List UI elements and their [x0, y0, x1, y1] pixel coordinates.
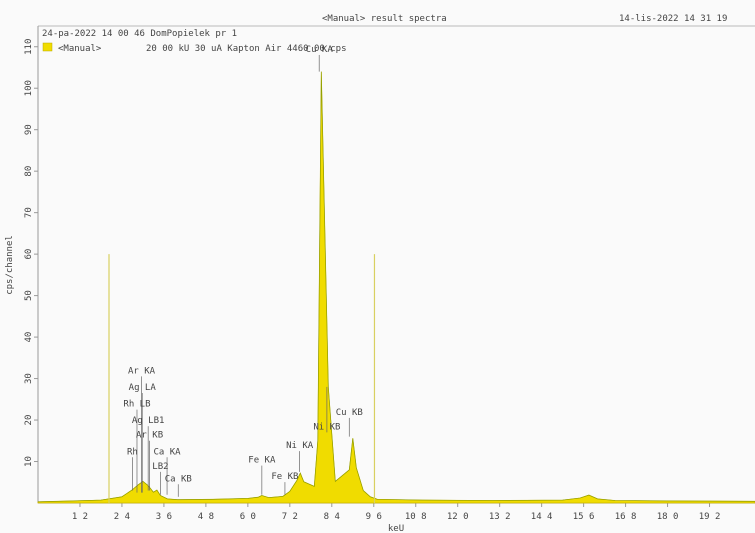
- x-tick-label: 19 2: [699, 512, 721, 522]
- peak-label: Ar KA: [128, 366, 156, 376]
- sample-name: 24-pa-2022 14 00 46 DomPopielek pr 1: [42, 29, 237, 39]
- y-tick-label: 40: [24, 332, 34, 343]
- x-tick-label: 1 2: [72, 512, 88, 522]
- peak-label: Ag LB1: [132, 416, 165, 426]
- x-tick-label: 6 0: [240, 512, 256, 522]
- peak-label: Rh: [127, 447, 138, 457]
- peak-label: Ar KB: [136, 431, 163, 441]
- y-tick-label: 80: [24, 166, 34, 177]
- x-tick-label: 14 4: [531, 512, 553, 522]
- y-tick-label: 70: [24, 207, 34, 218]
- x-tick-label: 16 8: [615, 512, 637, 522]
- x-tick-label: 10 8: [405, 512, 427, 522]
- x-tick-label: 9 6: [366, 512, 382, 522]
- peak-label: Cu KA: [306, 45, 334, 55]
- legend-name: <Manual>: [58, 44, 102, 54]
- y-axis-label: cps/channel: [5, 235, 15, 295]
- roi-markers: [108, 254, 376, 503]
- y-tick-label: 90: [24, 124, 34, 135]
- x-tick-label: 2 4: [114, 512, 130, 522]
- peak-label: Cu KB: [336, 408, 363, 418]
- y-tick-label: 20: [24, 415, 34, 426]
- y-tick-label: 100: [24, 80, 34, 96]
- peak-label: Fe KA: [248, 456, 276, 466]
- legend-info: 20 00 kU 30 uA Kapton Air 4460 00 cps: [146, 44, 346, 54]
- y-tick-label: 10: [24, 456, 34, 467]
- y-tick-label: 60: [24, 249, 34, 260]
- peak-label: Ca KB: [165, 474, 192, 484]
- y-tick-label: 30: [24, 373, 34, 384]
- peak-label: Fe KB: [271, 472, 298, 482]
- peak-labels: Ar KA Ag LA Rh LB Ag LB1 Ar KB Rh Ca KA LB2 Ca K…: [123, 45, 363, 497]
- peak-label: Ni KB: [313, 422, 340, 432]
- x-tick-label: 18 0: [657, 512, 679, 522]
- peak-label: Ag LA: [129, 383, 157, 393]
- x-tick-label: 7 2: [282, 512, 298, 522]
- x-axis-label: keU: [388, 524, 404, 533]
- peak-label: Ni KA: [286, 441, 314, 451]
- y-tick-label: 110: [24, 39, 34, 55]
- x-tick-label: 3 6: [156, 512, 172, 522]
- x-tick-label: 12 0: [447, 512, 469, 522]
- peak-label: Rh LB: [123, 400, 150, 410]
- peak-label: Ca KA: [154, 447, 182, 457]
- y-tick-label: 50: [24, 290, 34, 301]
- y-ticks: 10 20 30 40 50 60 70 80 90 100 110: [24, 39, 38, 467]
- x-tick-label: 4 8: [198, 512, 214, 522]
- legend-swatch: [42, 42, 53, 52]
- peak-label: LB2: [152, 462, 168, 472]
- chart-title: <Manual> result spectra: [322, 14, 447, 24]
- x-tick-label: 15 6: [573, 512, 595, 522]
- x-tick-label: 8 4: [324, 512, 340, 522]
- x-tick-label: 13 2: [489, 512, 511, 522]
- chart-date: 14-lis-2022 14 31 19: [619, 14, 727, 24]
- x-ticks: 1 2 2 4 3 6 4 8 6 0 7 2 8 4 9 6 10 8 12 0 13 2 14 4…: [72, 503, 721, 522]
